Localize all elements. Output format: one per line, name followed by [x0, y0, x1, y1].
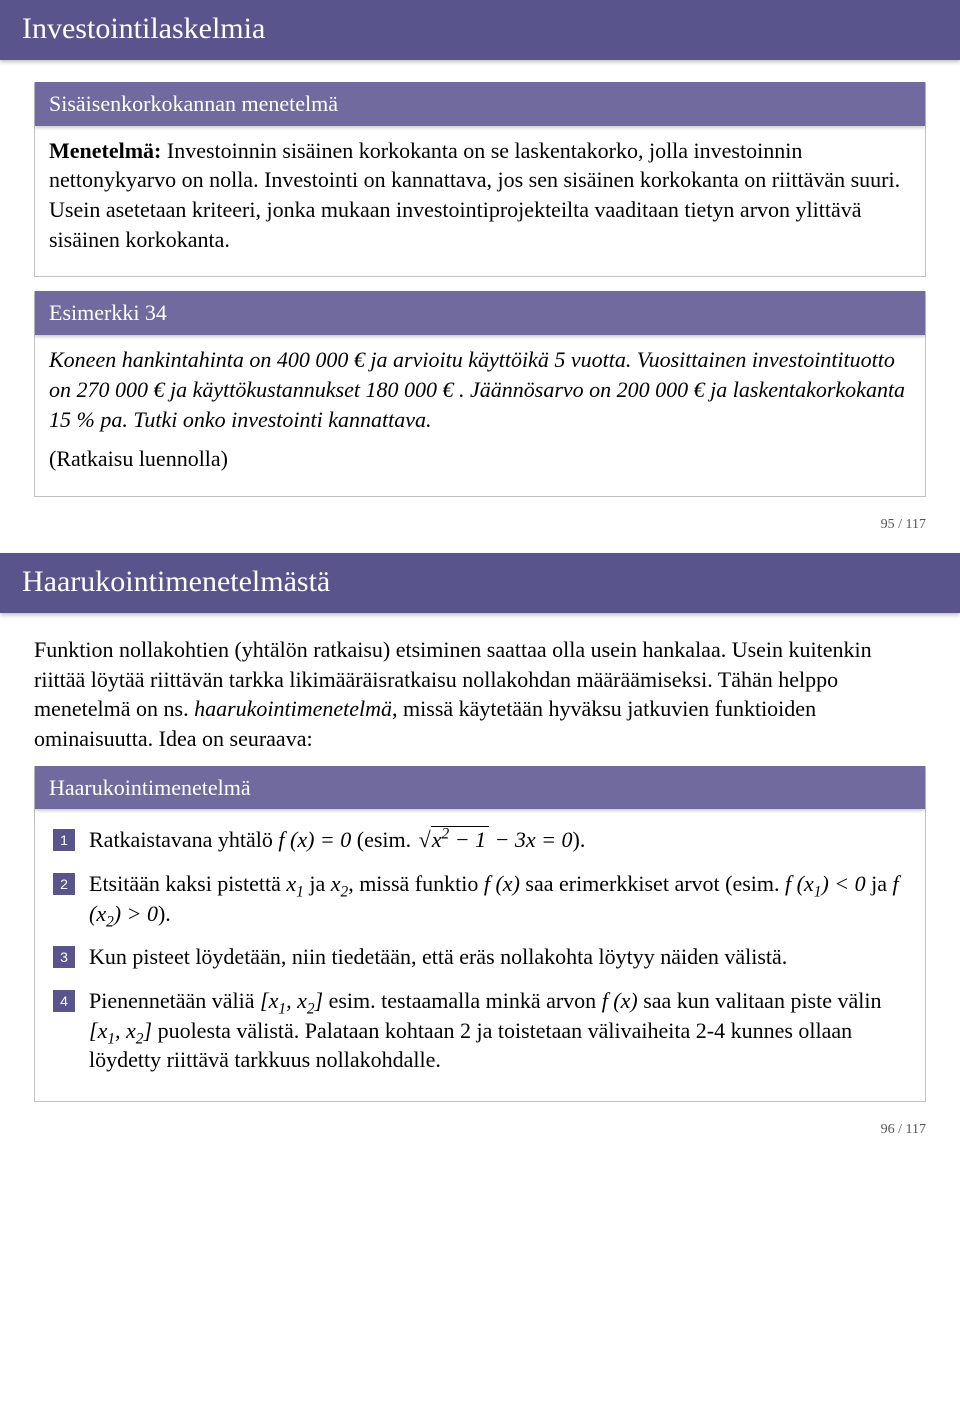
box-bisection-body: 1 Ratkaistavana yhtälö f (x) = 0 (esim. …	[35, 809, 925, 1101]
page-count-2: 96 / 117	[0, 1116, 960, 1158]
s4b: esim. testaamalla minkä arvon	[323, 988, 602, 1013]
s2c: , missä funktio	[348, 871, 484, 896]
intro-paragraph: Funktion nollakohtien (yhtälön ratkaisu)…	[34, 635, 926, 754]
box-example-body: Koneen hankintahinta on 400 000 € ja arv…	[35, 335, 925, 496]
step-4: 4 Pienennetään väliä [x1, x2] esim. test…	[49, 986, 911, 1075]
step-3: 3 Kun pisteet löydetään, niin tiedetään,…	[49, 942, 911, 972]
slide-1-title-text: Investointilaskelmia	[22, 12, 265, 45]
s4c: saa kun valitaan piste välin	[638, 988, 882, 1013]
method-label: Menetelmä:	[49, 138, 161, 163]
page-count-1: 95 / 117	[0, 511, 960, 553]
s1-tail: − 3x = 0	[489, 827, 572, 852]
s4d: puolesta välistä. Palataan kohtaan 2 ja …	[89, 1018, 852, 1073]
s2d: saa erimerkkiset arvot (esim.	[520, 871, 785, 896]
box-method-head: Sisäisenkorkokannan menetelmä	[35, 82, 925, 126]
box-method: Sisäisenkorkokannan menetelmä Menetelmä:…	[34, 82, 926, 277]
box-example-34: Esimerkki 34 Koneen hankintahinta on 400…	[34, 291, 926, 496]
s2-fx: f (x)	[484, 871, 520, 896]
s2-x2: x2	[331, 871, 348, 896]
step-1: 1 Ratkaistavana yhtälö f (x) = 0 (esim. …	[49, 825, 911, 855]
example-note: (Ratkaisu luennolla)	[49, 444, 911, 474]
steps-list: 1 Ratkaistavana yhtälö f (x) = 0 (esim. …	[49, 819, 911, 1075]
method-text: Investoinnin sisäinen korkokanta on se l…	[49, 138, 900, 252]
slide-2-content: Funktion nollakohtien (yhtälön ratkaisu)…	[0, 635, 960, 1102]
s2a: Etsitään kaksi pistettä	[89, 871, 286, 896]
method-paragraph: Menetelmä: Investoinnin sisäinen korkoka…	[49, 136, 911, 255]
s2-x1: x1	[286, 871, 303, 896]
step-badge-1: 1	[53, 829, 75, 851]
step-badge-4: 4	[53, 990, 75, 1012]
slide-title-2: Haarukointimenetelmästä	[0, 553, 960, 613]
s4a: Pienennetään väliä	[89, 988, 260, 1013]
s2f: ).	[158, 901, 171, 926]
s2-fx1: f (x1) < 0	[785, 871, 866, 896]
sqrt-icon: x2 − 1	[417, 825, 489, 855]
s1a: Ratkaistavana yhtälö	[89, 827, 278, 852]
s1-fx0: f (x) = 0	[278, 827, 351, 852]
slide-1-content: Sisäisenkorkokannan menetelmä Menetelmä:…	[0, 82, 960, 497]
s4-fx: f (x)	[602, 988, 638, 1013]
slide-2-title-text: Haarukointimenetelmästä	[22, 565, 330, 598]
s4-int2: [x1, x2]	[89, 1018, 152, 1043]
slide-title-1: Investointilaskelmia	[0, 0, 960, 60]
s3: Kun pisteet löydetään, niin tiedetään, e…	[89, 944, 787, 969]
s1-rad: x2 − 1	[431, 826, 489, 852]
s2b: ja	[304, 871, 331, 896]
box-example-head: Esimerkki 34	[35, 291, 925, 335]
s2e: ja	[866, 871, 893, 896]
s4-int1: [x1, x2]	[260, 988, 323, 1013]
step-2: 2 Etsitään kaksi pistettä x1 ja x2, miss…	[49, 869, 911, 928]
s1c: ).	[573, 827, 586, 852]
example-text: Koneen hankintahinta on 400 000 € ja arv…	[49, 345, 911, 434]
step-badge-3: 3	[53, 946, 75, 968]
box-bisection-head: Haarukointimenetelmä	[35, 766, 925, 810]
s1b: (esim.	[351, 827, 416, 852]
box-method-body: Menetelmä: Investoinnin sisäinen korkoka…	[35, 126, 925, 277]
step-badge-2: 2	[53, 873, 75, 895]
box-bisection: Haarukointimenetelmä 1 Ratkaistavana yht…	[34, 766, 926, 1103]
intro-em: haarukointimenetelmä	[194, 696, 392, 721]
